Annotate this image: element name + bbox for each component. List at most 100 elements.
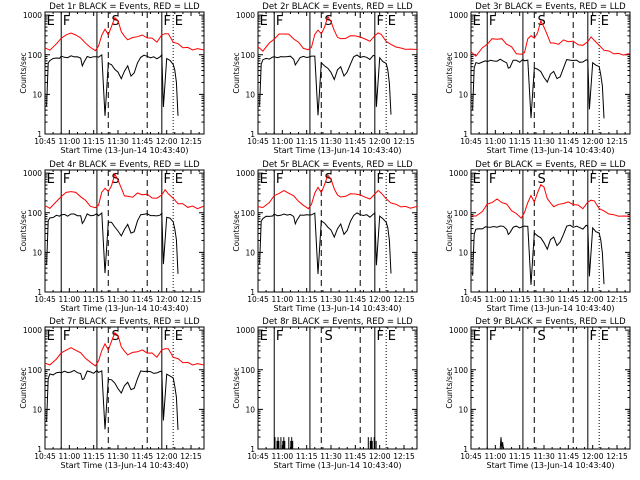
x-tick-label: 11:15 (296, 295, 318, 304)
y-tick-label: 1000 (449, 11, 468, 20)
y-tick-label: 100 (28, 209, 43, 218)
x-tick-label: 11:45 (132, 295, 154, 304)
x-tick-label: 11:30 (320, 295, 342, 304)
events-noise-bars (288, 437, 294, 449)
region-label: S (538, 172, 546, 187)
x-tick-label: 12:15 (606, 452, 628, 461)
events-series-line (472, 58, 605, 119)
panel-title: Det 4r BLACK = Events, RED = LLD (49, 160, 200, 170)
x-tick-label: 11:15 (83, 137, 105, 146)
x-tick-label: 11:45 (558, 137, 580, 146)
panel-title: Det 9r BLACK = Events, RED = LLD (475, 317, 626, 327)
lld-series-line (44, 331, 205, 367)
x-tick-label: 12:15 (180, 295, 202, 304)
panel-6: Det 6r BLACK = Events, RED = LLD 1 10 100 10… (445, 160, 631, 313)
events-series-line (259, 212, 392, 275)
y-tick-label: 1000 (449, 169, 468, 178)
lld-series-line (44, 172, 205, 210)
events-series-line (46, 53, 179, 116)
panel-9: Det 9r BLACK = Events, RED = LLD 1 10 100 10… (445, 317, 631, 470)
y-tick-label: 1 (463, 130, 468, 139)
lld-series-line (257, 174, 418, 210)
y-tick-label: 10 (245, 405, 255, 414)
y-axis-label: Counts/sec (19, 210, 28, 251)
panel-7: Det 7r BLACK = Events, RED = LLD 1 10 100 10… (19, 317, 205, 470)
x-tick-label: 12:00 (156, 452, 178, 461)
y-tick-label: 1000 (23, 169, 42, 178)
x-tick-label: 12:00 (369, 452, 391, 461)
events-noise-bars (367, 437, 377, 449)
region-label: S (112, 172, 120, 187)
region-label: E (260, 14, 268, 29)
x-axis-label: Start Time (13-Jun-14 10:43:40) (487, 304, 615, 313)
region-label: S (538, 329, 546, 344)
x-tick-label: 10:45 (247, 295, 269, 304)
panel-title: Det 8r BLACK = Events, RED = LLD (262, 317, 413, 327)
x-tick-label: 12:15 (393, 295, 415, 304)
x-tick-label: 11:15 (509, 295, 531, 304)
x-tick-label: 10:45 (247, 452, 269, 461)
y-tick-label: 100 (241, 51, 256, 60)
x-tick-label: 12:15 (606, 295, 628, 304)
region-label: F (376, 14, 383, 29)
y-axis-label: Counts/sec (445, 52, 454, 93)
region-label: E (175, 172, 183, 187)
x-tick-label: 12:00 (156, 295, 178, 304)
y-tick-label: 1000 (23, 11, 42, 20)
x-tick-label: 11:45 (345, 452, 367, 461)
y-tick-label: 1 (37, 288, 42, 297)
y-tick-label: 1 (463, 288, 468, 297)
y-axis-label: Counts/sec (232, 52, 241, 93)
y-axis-label: Counts/sec (19, 52, 28, 93)
y-tick-label: 1 (463, 445, 468, 454)
y-tick-label: 1000 (236, 326, 255, 335)
y-tick-label: 1000 (23, 326, 42, 335)
region-label: F (589, 14, 596, 29)
y-tick-label: 10 (458, 90, 468, 99)
y-axis-label: Counts/sec (19, 367, 28, 408)
y-tick-label: 100 (454, 209, 469, 218)
x-tick-label: 11:45 (345, 137, 367, 146)
y-tick-label: 10 (32, 90, 42, 99)
y-tick-label: 10 (458, 405, 468, 414)
x-tick-label: 11:30 (533, 295, 555, 304)
region-label: E (47, 14, 55, 29)
region-label: F (589, 329, 596, 344)
region-label: E (388, 14, 396, 29)
y-axis-label: Counts/sec (445, 210, 454, 251)
y-tick-label: 10 (245, 248, 255, 257)
y-tick-label: 1 (250, 130, 255, 139)
x-axis-label: Start Time (13-Jun-14 10:43:40) (61, 304, 189, 313)
region-label: E (260, 172, 268, 187)
panel-title: Det 2r BLACK = Events, RED = LLD (262, 2, 413, 12)
x-tick-label: 11:15 (509, 452, 531, 461)
x-tick-label: 12:00 (369, 137, 391, 146)
plot-frame (44, 326, 205, 450)
y-tick-label: 100 (454, 51, 469, 60)
plot-frame (257, 169, 418, 293)
plot-frame (44, 169, 205, 293)
y-tick-label: 10 (32, 248, 42, 257)
y-tick-label: 100 (454, 366, 469, 375)
region-label: F (63, 14, 70, 29)
region-label: F (276, 172, 283, 187)
region-label: F (376, 329, 383, 344)
x-tick-label: 12:15 (180, 452, 202, 461)
region-label: F (276, 14, 283, 29)
lld-series-line (257, 15, 418, 52)
region-label: S (112, 14, 120, 29)
x-axis-label: Start Time (13-Jun-14 10:43:40) (61, 461, 189, 470)
events-series-line (472, 224, 605, 285)
region-label: F (589, 172, 596, 187)
region-label: F (489, 14, 496, 29)
x-axis-label: Start Time (13-Jun-14 10:43:40) (487, 461, 615, 470)
y-tick-label: 10 (32, 405, 42, 414)
panel-title: Det 3r BLACK = Events, RED = LLD (475, 2, 626, 12)
plot-frame (470, 11, 631, 135)
x-tick-label: 11:45 (132, 137, 154, 146)
region-label: E (175, 14, 183, 29)
x-tick-label: 12:00 (369, 295, 391, 304)
x-tick-label: 11:30 (320, 452, 342, 461)
region-label: E (473, 14, 481, 29)
